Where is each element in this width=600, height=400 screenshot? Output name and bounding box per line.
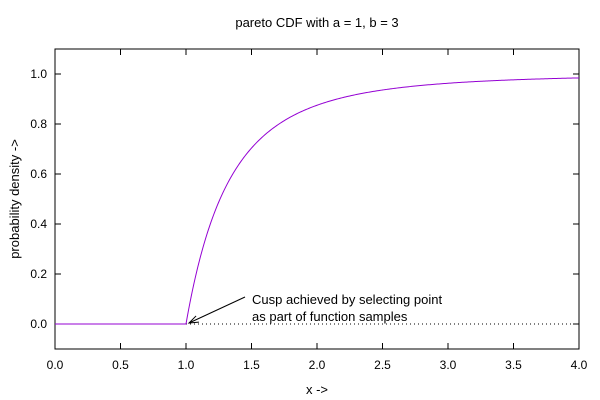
y-axis-ticks: 0.0 0.2 0.4 0.6 0.8 1.0 xyxy=(30,67,579,331)
annotation-text-line1: Cusp achieved by selecting point xyxy=(252,292,442,307)
x-axis-ticks: 0.0 0.5 1.0 1.5 2.0 2.5 3.0 3.5 4.0 xyxy=(47,49,588,372)
x-tick-label: 3.5 xyxy=(505,358,522,372)
y-tick-label: 0.4 xyxy=(30,217,47,231)
annotation-text-line2: as part of function samples xyxy=(252,309,408,324)
x-tick-label: 4.0 xyxy=(571,358,588,372)
x-tick-label: 2.5 xyxy=(374,358,391,372)
y-tick-label: 1.0 xyxy=(30,67,47,81)
y-tick-label: 0.6 xyxy=(30,167,47,181)
y-tick-label: 0.2 xyxy=(30,267,47,281)
y-axis-label: probability density -> xyxy=(7,139,22,259)
y-tick-label: 0.8 xyxy=(30,117,47,131)
annotation-arrow-line xyxy=(188,296,246,324)
x-tick-label: 1.5 xyxy=(243,358,260,372)
chart-title: pareto CDF with a = 1, b = 3 xyxy=(235,15,398,30)
x-tick-label: 0.5 xyxy=(112,358,129,372)
x-axis-label: x -> xyxy=(306,382,328,397)
annotation-arrow-head xyxy=(187,315,200,324)
x-tick-label: 3.0 xyxy=(440,358,457,372)
cusp-annotation: Cusp achieved by selecting point as part… xyxy=(187,292,442,324)
x-tick-label: 2.0 xyxy=(309,358,326,372)
cdf-series-line xyxy=(55,77,580,325)
x-tick-label: 0.0 xyxy=(47,358,64,372)
x-tick-label: 1.0 xyxy=(178,358,195,372)
y-tick-label: 0.0 xyxy=(30,317,47,331)
